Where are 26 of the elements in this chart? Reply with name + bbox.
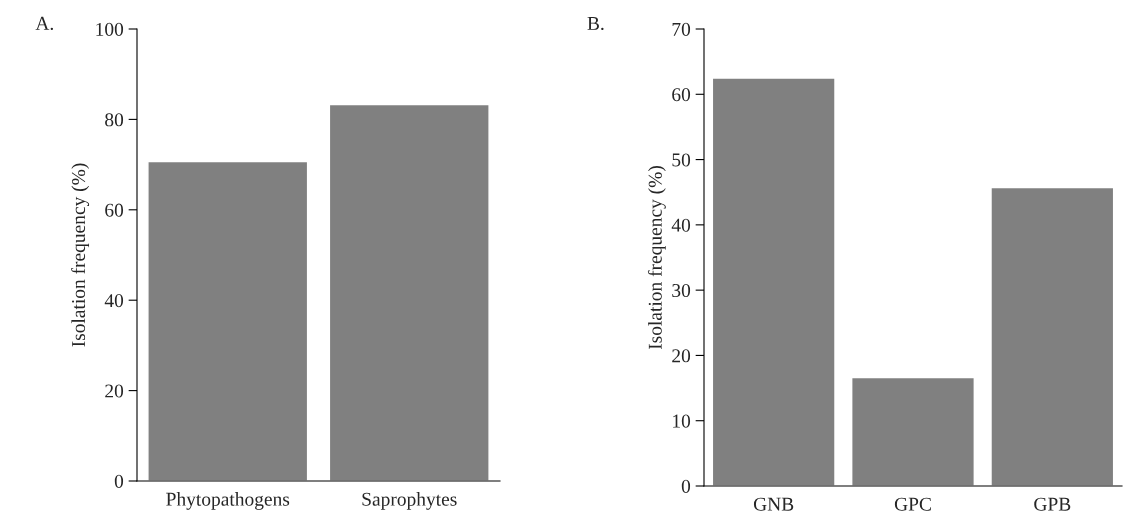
y-tick-label: 70 — [672, 22, 691, 36]
y-tick-label: 0 — [681, 479, 691, 493]
y-tick-label: 40 — [671, 218, 691, 232]
y-axis-title: Isolation frequency (%) — [647, 166, 666, 350]
y-tick-label: 60 — [672, 88, 691, 102]
y-tick-label: 30 — [672, 283, 691, 298]
x-tick-label: GNB — [753, 497, 794, 511]
y-tick-label: 20 — [672, 349, 691, 363]
chart-title: A. — [35, 16, 53, 30]
bar — [711, 77, 836, 486]
x-tick-label: Phytopathogens — [166, 492, 290, 510]
x-tick-label: Saprophytes — [362, 492, 457, 510]
y-tick-label: 10 — [673, 414, 691, 428]
y-tick-label: 80 — [105, 113, 124, 127]
bar — [850, 376, 976, 486]
y-tick-label: 60 — [105, 203, 124, 217]
y-tick-label: 20 — [105, 384, 124, 398]
y-tick-label: 0 — [114, 474, 124, 488]
bar — [990, 186, 1115, 486]
x-tick-label: GPC — [894, 497, 931, 511]
y-tick-label: 40 — [104, 294, 124, 308]
y-tick-label: 100 — [96, 22, 124, 36]
y-tick-label: 50 — [672, 153, 691, 167]
y-axis-title: Isolation frequency (%) — [71, 163, 90, 347]
chart-title: B. — [587, 17, 604, 31]
x-tick-label: GPB — [1034, 497, 1071, 511]
